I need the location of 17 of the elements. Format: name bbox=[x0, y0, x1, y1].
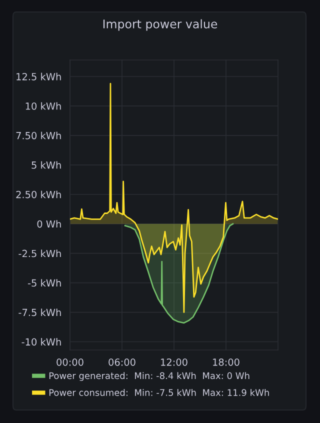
x-tick-label: 00:00 bbox=[56, 358, 84, 366]
x-tick-label: 06:00 bbox=[108, 358, 136, 366]
y-tick-label: 2.50 kWh bbox=[16, 190, 61, 198]
y-tick-label: -5 kWh bbox=[28, 279, 61, 287]
x-tick-label: 18:00 bbox=[213, 358, 240, 366]
y-tick-label: 12.5 kWh bbox=[16, 72, 61, 80]
y-tick-label: 7.50 kWh bbox=[16, 132, 61, 140]
legend-label: Power consumed: Min: -7.5 kWh Max: 11.9 kWh bbox=[49, 388, 269, 396]
x-tick-label: 12:00 bbox=[161, 358, 188, 366]
y-tick-label: 0 Wh bbox=[37, 220, 61, 228]
y-tick-label: -7.5 kWh bbox=[18, 308, 61, 316]
y-tick-label: -2.5 kWh bbox=[18, 250, 61, 258]
legend-label: Power generated: Min: -8.4 kWh Max: 0 Wh bbox=[49, 372, 250, 381]
y-tick-label: 10 kWh bbox=[26, 102, 61, 110]
y-tick-label: -10 kWh bbox=[22, 338, 61, 346]
chart-title: Import power value bbox=[103, 19, 218, 31]
y-tick-label: 5 kWh bbox=[32, 161, 61, 169]
